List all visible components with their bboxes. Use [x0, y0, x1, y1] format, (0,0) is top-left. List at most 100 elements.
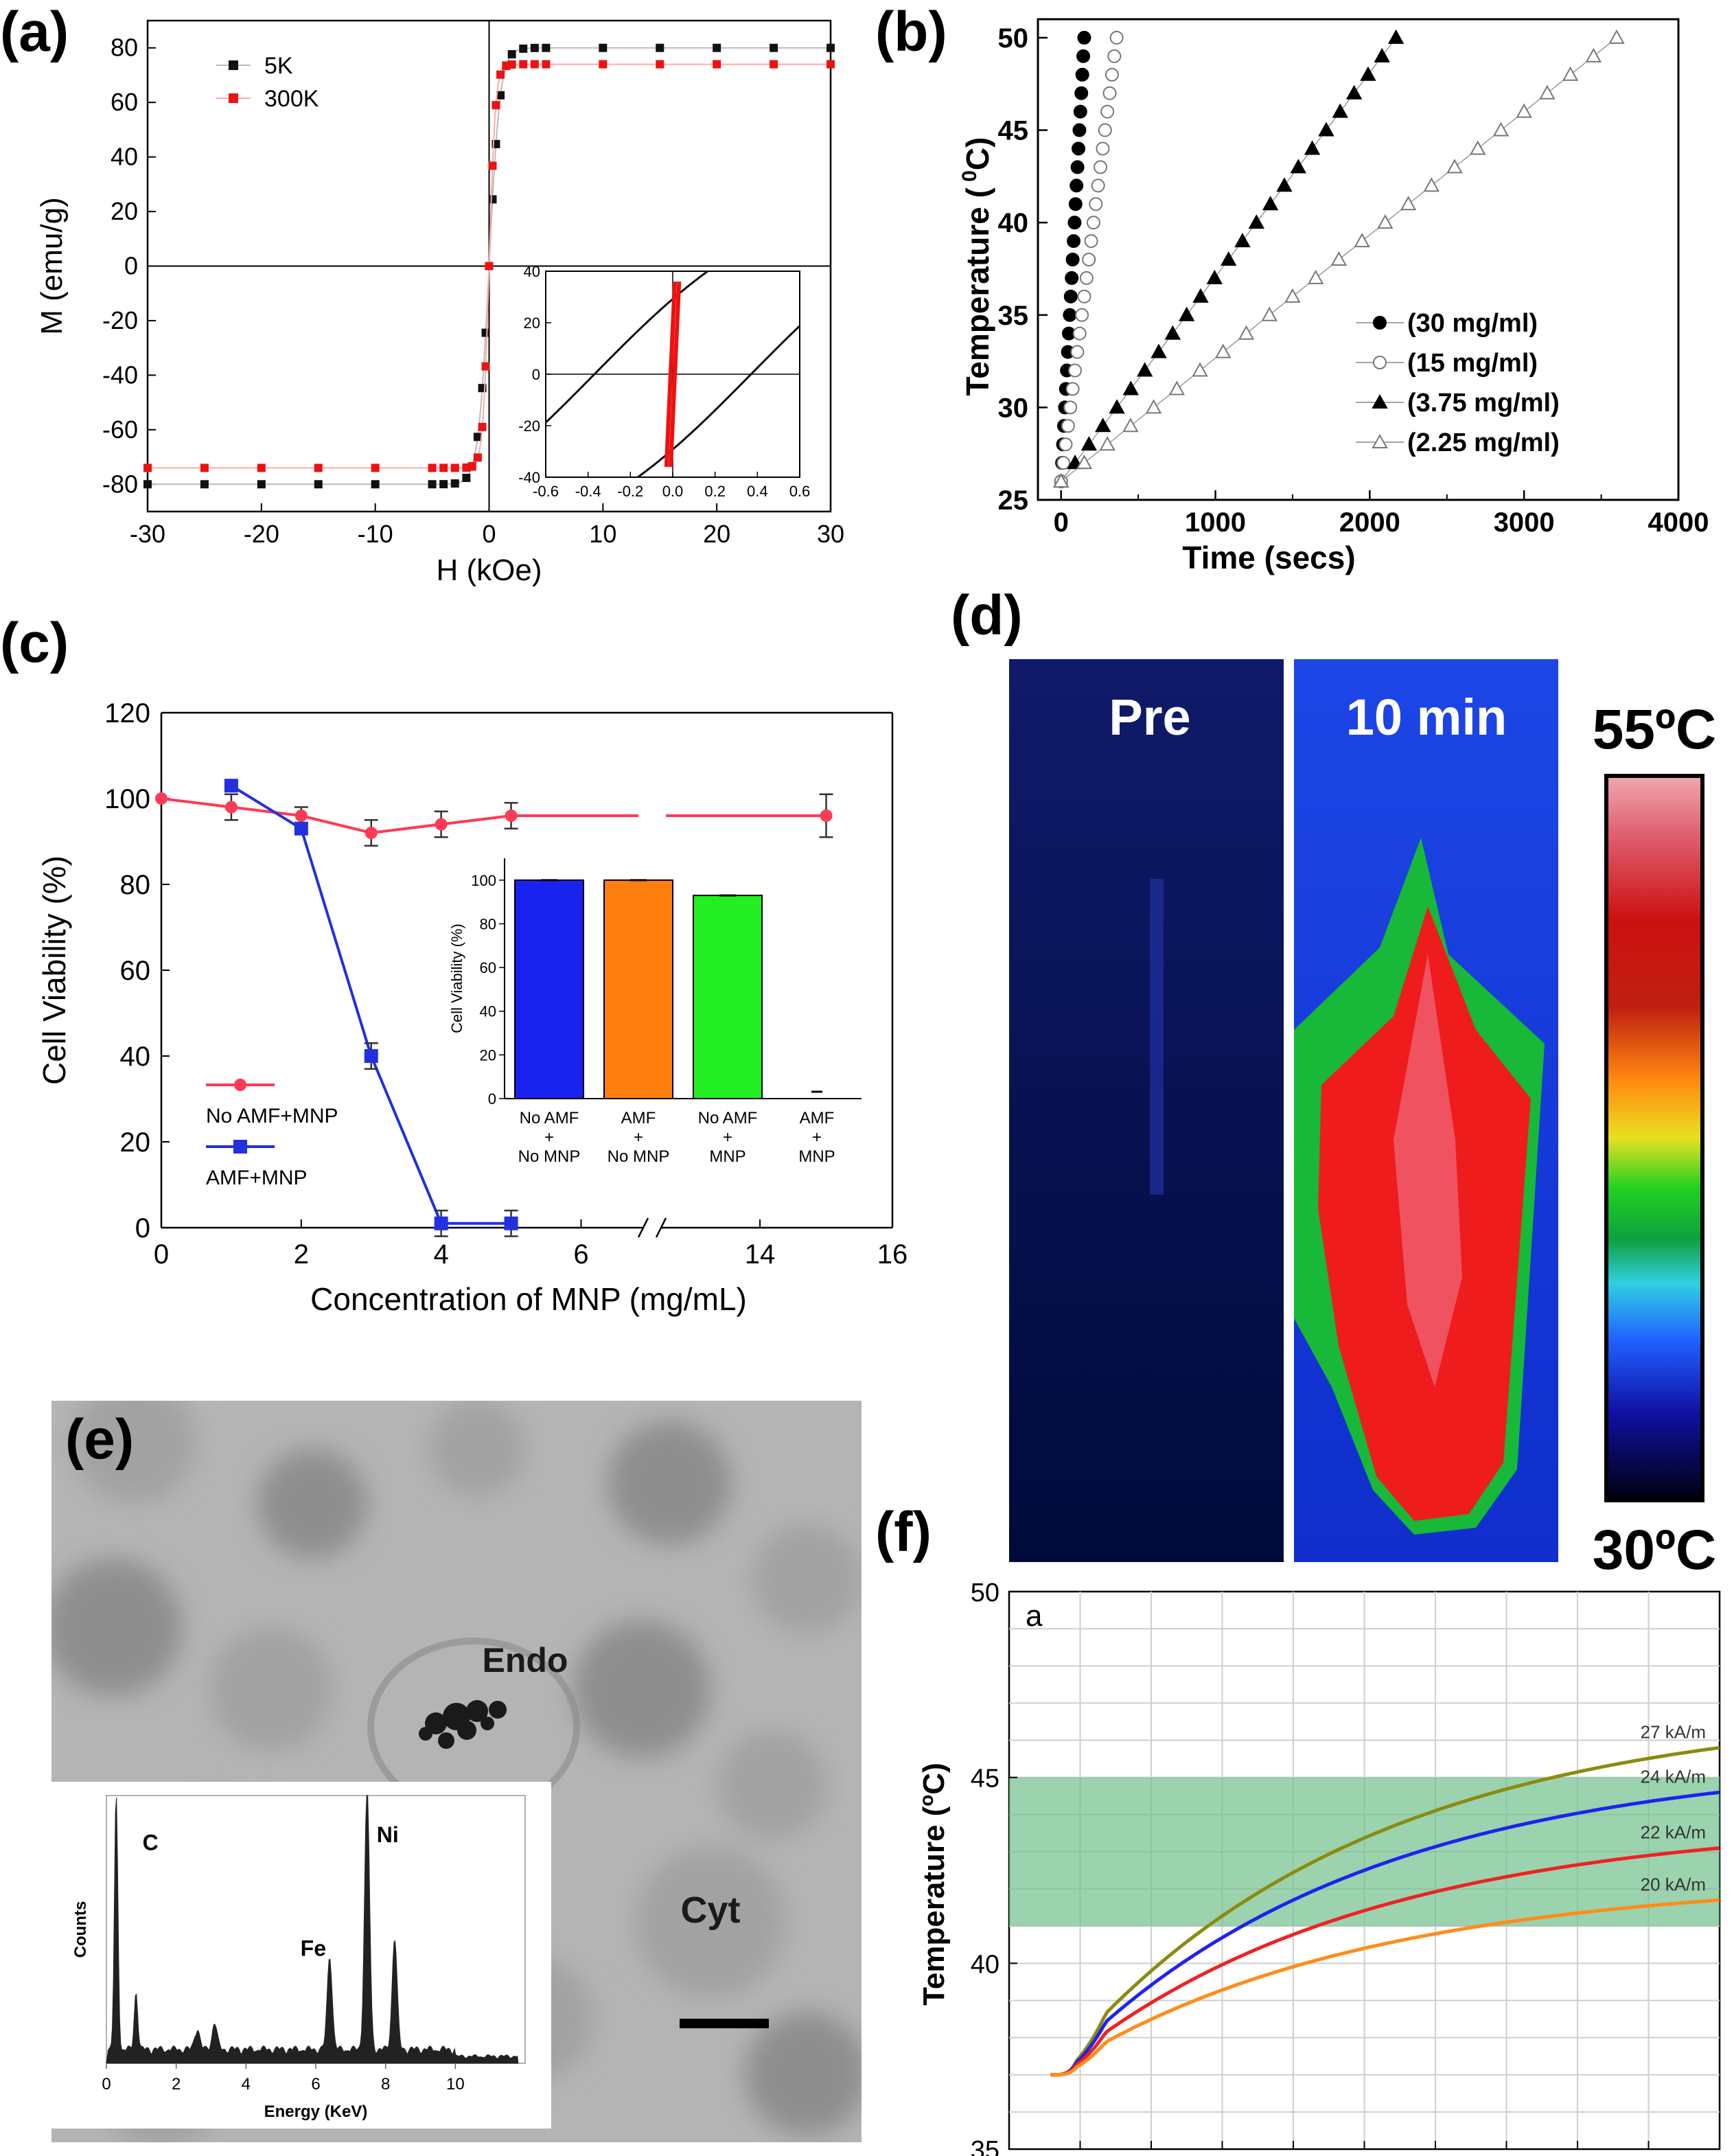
- data-point-300k: [492, 101, 500, 110]
- inset-y-tick-label: 0: [488, 1090, 496, 1108]
- data-point: [1072, 141, 1086, 156]
- data-point: [1178, 306, 1195, 321]
- data-point-300k: [488, 161, 497, 170]
- inset-y-tick-label: 40: [524, 263, 540, 280]
- inset-x-tick-label: -0.4: [575, 483, 601, 500]
- data-point: [1086, 216, 1100, 230]
- data-point: [820, 810, 833, 822]
- therapeutic-band: [1009, 1777, 1720, 1927]
- inset-category-label: AMF: [800, 1109, 835, 1127]
- data-point-5k: [450, 479, 459, 488]
- data-point-300k: [481, 362, 490, 371]
- data-point: [1077, 289, 1091, 303]
- inset-y-tick-label: 0: [532, 366, 540, 383]
- data-point: [1220, 251, 1237, 266]
- data-point: [1192, 362, 1208, 377]
- pre-label: Pre: [1109, 689, 1190, 746]
- thermal-image-pre: [1009, 659, 1284, 1562]
- tem-blob: [635, 1847, 786, 1998]
- nanoparticle: [419, 1727, 432, 1741]
- data-point: [505, 810, 518, 822]
- data-point: [1122, 417, 1139, 433]
- data-point: [1192, 288, 1209, 303]
- data-point: [1070, 345, 1085, 359]
- data-point-5k: [599, 43, 608, 52]
- data-point: [1284, 288, 1301, 303]
- x-tick-label: 1000: [1185, 507, 1246, 538]
- nanoparticle: [481, 1717, 494, 1730]
- inset-category-label: +: [723, 1128, 732, 1147]
- inset-category-label: +: [634, 1128, 643, 1147]
- data-point: [1070, 179, 1084, 193]
- data-point: [1076, 455, 1093, 470]
- nanoparticle: [466, 1700, 488, 1722]
- nanoparticle: [438, 1732, 454, 1749]
- eds-x-tick-label: 2: [172, 2075, 181, 2094]
- data-point-5k: [496, 91, 505, 100]
- data-point-300k: [542, 60, 551, 69]
- data-point: [1539, 84, 1556, 100]
- inset-category-label: MNP: [709, 1147, 745, 1166]
- data-point: [1151, 343, 1167, 358]
- eds-x-label: Energy (KeV): [264, 2102, 368, 2121]
- eds-x-tick-label: 0: [102, 2075, 111, 2094]
- nanoparticle: [457, 1721, 476, 1740]
- data-point-5k: [200, 480, 209, 489]
- tem-blob: [717, 1730, 827, 1840]
- y-tick-label: -60: [102, 415, 138, 444]
- data-point: [1102, 86, 1117, 100]
- data-point: [1065, 253, 1080, 266]
- heating-curve: [1050, 1846, 1720, 2077]
- data-point-300k: [713, 60, 721, 69]
- data-point: [1585, 47, 1602, 62]
- data-point: [1238, 325, 1255, 340]
- tem-texture: [51, 1401, 862, 2142]
- data-point-5k: [542, 43, 551, 52]
- data-point: [1354, 233, 1370, 248]
- data-point-300k: [200, 463, 209, 472]
- data-point: [1446, 159, 1463, 174]
- heat-zone-core: [1394, 954, 1462, 1387]
- data-point: [1072, 123, 1087, 137]
- y-tick-label: 50: [971, 1579, 999, 1607]
- legend-label: AMF+MNP: [206, 1167, 308, 1189]
- eds-peak-label: C: [143, 1831, 159, 1855]
- curve-label: 27 kA/m: [1641, 1721, 1706, 1742]
- y-tick-label: 35: [998, 301, 1029, 331]
- data-point-5k: [314, 480, 323, 489]
- eds-inset-bg: [51, 1782, 551, 2129]
- legend-label: (3.75 mg/ml): [1407, 389, 1560, 417]
- data-point-300k: [473, 453, 482, 462]
- x-tick-label: 30: [817, 520, 844, 548]
- data-point-5k: [439, 480, 448, 489]
- pre-tube-trace: [1150, 879, 1164, 1195]
- legend-marker: [1372, 393, 1388, 409]
- data-point-300k: [314, 463, 323, 472]
- data-point: [1063, 308, 1077, 322]
- data-point: [1516, 103, 1532, 118]
- data-point: [1276, 177, 1293, 192]
- y-tick-label: 30: [998, 393, 1029, 423]
- inset-category-label: No AMF: [520, 1109, 579, 1127]
- y-axis-label: Temperature (oC): [916, 1763, 951, 2006]
- x-tick-label: 4: [434, 1239, 449, 1270]
- eds-peak-label: Fe: [301, 1936, 326, 1961]
- data-point: [1330, 251, 1348, 266]
- data-point: [1065, 271, 1079, 285]
- data-point: [1074, 86, 1089, 100]
- data-point: [365, 827, 378, 839]
- y-tick-label: -40: [102, 360, 138, 389]
- data-point: [294, 810, 308, 822]
- inset-y-tick-label: 20: [480, 1046, 496, 1064]
- legend-label: (2.25 mg/ml): [1407, 428, 1560, 457]
- legend-marker: [1373, 316, 1387, 330]
- x-axis-label: Time (secs): [1182, 540, 1355, 575]
- y-tick-label: 100: [104, 784, 150, 814]
- data-point: [1079, 271, 1094, 285]
- legend-marker: [234, 1079, 246, 1091]
- inset-category-label: +: [544, 1128, 554, 1147]
- inset-x-tick-label: -0.6: [533, 483, 559, 500]
- y-tick-label: 60: [120, 956, 151, 986]
- tem-blob: [573, 1620, 710, 1758]
- data-point: [1076, 49, 1091, 63]
